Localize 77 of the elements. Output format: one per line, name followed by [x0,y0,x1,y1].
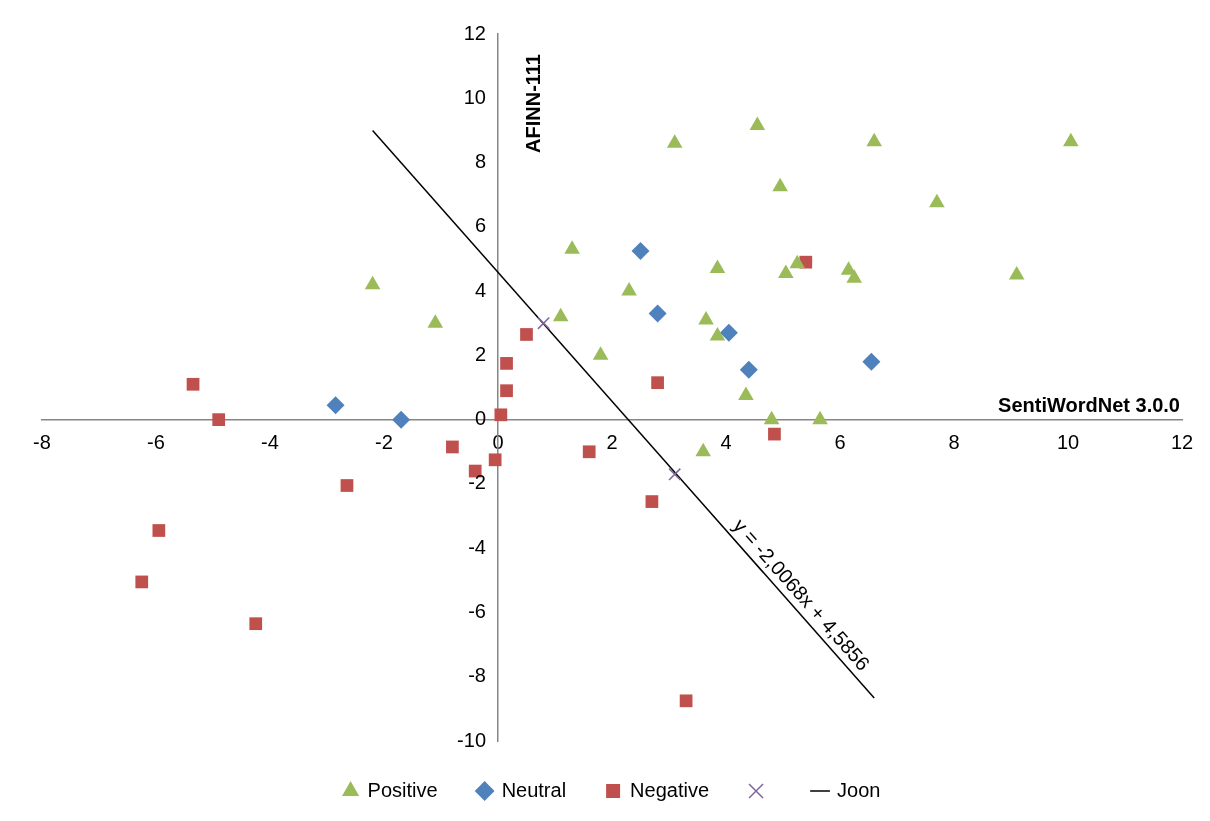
point [631,241,650,260]
y-tick-label: 10 [463,85,486,108]
y-tick-label: -2 [468,471,486,494]
point [500,384,513,398]
legend-label: Neutral [501,778,567,801]
point [772,177,788,192]
point [500,357,513,370]
point [1008,266,1025,280]
point [564,240,580,254]
x-tick-label: 4 [720,431,732,454]
point [738,386,754,401]
point [326,396,345,415]
point [929,193,945,208]
y-axis-title: AFINN-111 [521,54,544,153]
point [621,282,637,296]
point [866,132,882,147]
point [651,376,664,390]
point [249,617,263,631]
point [763,410,780,425]
x-tick-label: -2 [375,431,393,454]
x-tick-label: 8 [948,431,960,454]
y-tick-label: 6 [474,214,486,237]
point [739,360,758,379]
point [135,575,149,589]
point [212,413,226,426]
y-tick-label: 8 [474,150,486,173]
point [862,352,881,371]
point [520,328,533,341]
legend-label: Positive [367,778,438,801]
point [749,116,766,131]
point [666,134,683,148]
point [1063,132,1079,147]
legend-label: Joon [837,778,881,801]
point [719,323,738,342]
point [668,467,682,481]
point [186,377,200,391]
x-tick-label: -8 [33,431,51,454]
point [392,410,411,429]
point [812,410,828,425]
y-tick-label: -10 [457,728,486,751]
x-tick-label: 12 [1170,431,1194,454]
y-tick-label: -8 [468,664,486,687]
y-tick-label: 0 [474,407,486,430]
point [494,408,508,422]
point [789,254,806,269]
point [709,259,726,274]
y-tick-label: -6 [468,599,486,622]
point [552,307,569,322]
x-tick-label: 10 [1056,431,1080,454]
point [152,524,166,537]
y-tick-label: 2 [474,342,486,365]
point [695,442,711,457]
point [427,314,444,328]
point [340,479,354,492]
point [446,440,459,454]
point [537,316,551,330]
y-tick-label: 12 [463,21,486,44]
x-axis-title: SentiWordNet 3.0.0 [998,394,1180,417]
point [648,304,667,323]
point [698,311,714,325]
point [645,495,659,508]
legend-label: Negative [630,778,710,801]
point [768,427,781,441]
point [592,346,609,360]
y-tick-label: -4 [468,535,486,558]
point [582,445,596,459]
point [488,453,502,467]
x-tick-label: 6 [834,431,846,454]
y-tick-label: 4 [474,278,486,301]
x-tick-label: 2 [606,431,618,454]
x-tick-label: -6 [147,431,165,454]
point [364,275,381,290]
point [846,269,863,283]
x-tick-label: -4 [261,431,279,454]
point [679,694,693,708]
point [709,327,726,341]
point [778,264,794,278]
